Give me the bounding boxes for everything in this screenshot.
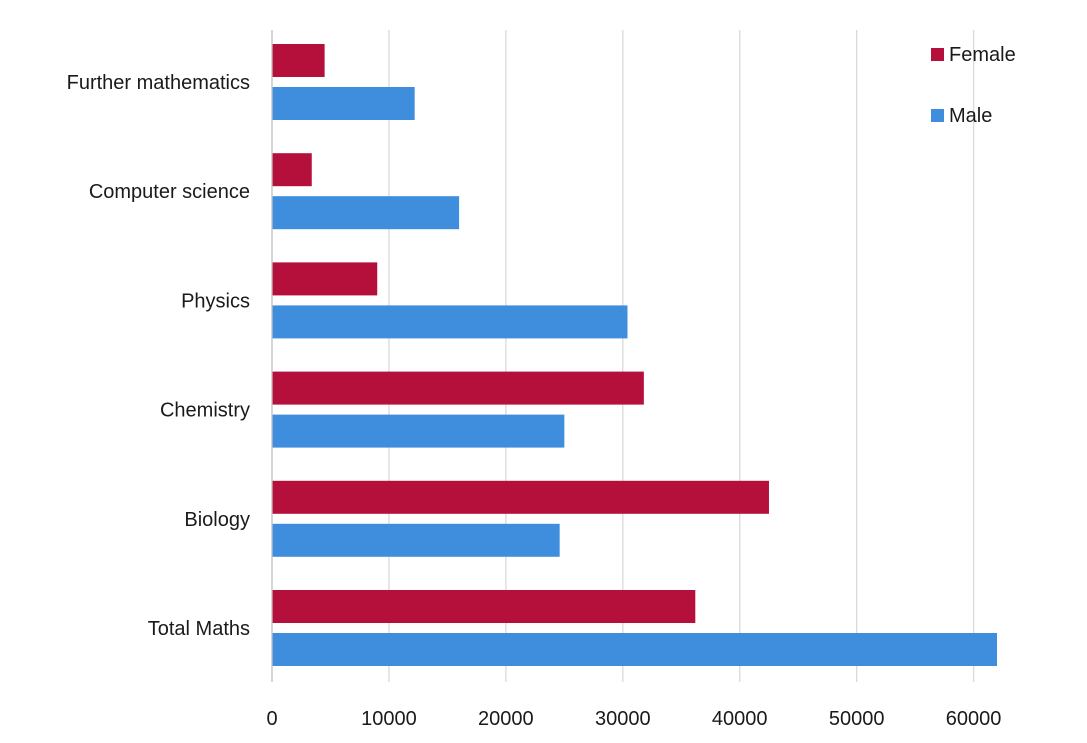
x-tick-label: 20000 [478, 708, 534, 730]
bar-female-physics [272, 262, 378, 296]
bar-male-biology [272, 523, 560, 557]
x-tick-label: 0 [266, 708, 277, 730]
category-label: Chemistry [160, 400, 250, 422]
category-label: Further mathematics [67, 72, 250, 94]
legend: Female Male [931, 44, 1016, 127]
x-tick-label: 40000 [712, 708, 768, 730]
x-tick-label: 30000 [595, 708, 651, 730]
category-label: Biology [184, 509, 250, 531]
legend-label-male: Male [949, 105, 992, 127]
category-label: Total Maths [148, 618, 250, 640]
bar-female-biology [272, 480, 769, 514]
x-tick-labels: 0 10000 20000 30000 40000 50000 60000 [266, 708, 1001, 730]
bar-female-further-mathematics [272, 44, 325, 77]
category-label: Physics [181, 290, 250, 312]
bar-male-physics [272, 305, 628, 339]
category-labels: Further mathematics Computer science Physi… [67, 72, 250, 640]
bar-male-further-mathematics [272, 87, 415, 120]
bar-female-computer-science [272, 153, 312, 187]
gridlines [388, 30, 975, 682]
bar-female-total-maths [272, 590, 696, 623]
legend-label-female: Female [949, 44, 1016, 66]
x-tick-label: 10000 [361, 708, 417, 730]
legend-swatch-male [931, 109, 944, 122]
bars [272, 44, 997, 666]
bar-female-chemistry [272, 371, 644, 405]
category-label: Computer science [89, 181, 250, 203]
x-tick-label: 60000 [946, 708, 1002, 730]
bar-male-total-maths [272, 633, 997, 666]
x-tick-label: 50000 [829, 708, 885, 730]
bar-male-computer-science [272, 196, 460, 230]
legend-swatch-female [931, 48, 944, 61]
bar-male-chemistry [272, 414, 565, 448]
